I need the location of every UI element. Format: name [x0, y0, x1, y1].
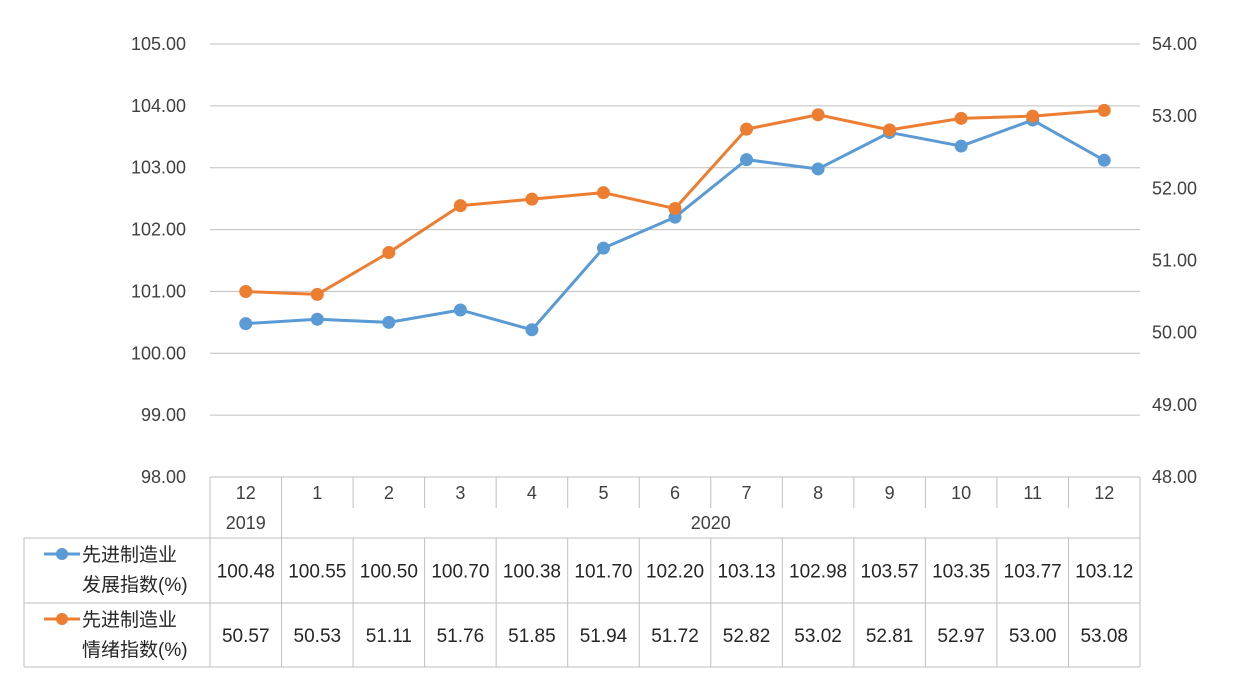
series-1-point — [668, 202, 682, 216]
series-0-point — [453, 303, 467, 317]
x-tick-label: 2 — [384, 483, 394, 503]
table-cell-value: 51.11 — [366, 626, 412, 647]
table-cell-value: 100.38 — [503, 562, 561, 583]
series-0-point — [1097, 153, 1111, 167]
series-0-point — [811, 162, 825, 176]
table-cell-value: 102.98 — [789, 562, 847, 583]
table-cell-value: 103.35 — [932, 562, 990, 583]
x-tick-label: 8 — [813, 483, 823, 503]
x-tick-label: 10 — [951, 483, 971, 503]
x-tick-label: 3 — [455, 483, 465, 503]
table-cell-value: 50.53 — [294, 626, 342, 647]
table-cell-value: 100.55 — [288, 562, 346, 583]
table-cell-value: 102.20 — [646, 562, 704, 583]
series-1-point — [1026, 109, 1040, 123]
y-left-tick-label: 101.00 — [131, 281, 186, 301]
table-cell-value: 50.57 — [222, 626, 270, 647]
legend-marker-1 — [56, 613, 68, 625]
y-right-tick-label: 51.00 — [1152, 251, 1197, 271]
series-1-point — [382, 246, 396, 260]
series-1-point — [239, 285, 253, 299]
series-1-point — [1097, 103, 1111, 117]
series-1-point — [310, 287, 324, 301]
x-tick-label: 1 — [312, 483, 322, 503]
series-0-point — [596, 241, 610, 255]
series-0-point — [740, 153, 754, 167]
table-cell-value: 103.12 — [1075, 562, 1133, 583]
series-0-point — [954, 139, 968, 153]
x-tick-label: 6 — [670, 483, 680, 503]
table-cell-value: 51.85 — [508, 626, 556, 647]
y-left-tick-label: 104.00 — [131, 96, 186, 116]
x-tick-label: 9 — [885, 483, 895, 503]
y-right-tick-label: 52.00 — [1152, 178, 1197, 198]
table-cell-value: 53.00 — [1009, 626, 1057, 647]
y-left-tick-label: 100.00 — [131, 343, 186, 363]
series-1-point — [954, 111, 968, 125]
table-cell-value: 51.72 — [651, 626, 699, 647]
x-tick-label: 12 — [1094, 483, 1114, 503]
y-right-tick-label: 49.00 — [1152, 395, 1197, 415]
table-cell-value: 51.76 — [437, 626, 485, 647]
table-cell-value: 103.57 — [861, 562, 919, 583]
table-cell-value: 103.77 — [1004, 562, 1062, 583]
y-right-tick-label: 48.00 — [1152, 467, 1197, 487]
legend-label: 先进制造业 — [82, 544, 177, 566]
series-0-point — [239, 317, 253, 331]
year-label: 2020 — [691, 513, 731, 533]
x-tick-label: 7 — [742, 483, 752, 503]
table-cell-value: 52.82 — [723, 626, 771, 647]
series-1-point — [811, 108, 825, 122]
y-right-tick-label: 53.00 — [1152, 106, 1197, 126]
table-cell-value: 100.50 — [360, 562, 418, 583]
legend-label: 发展指数(%) — [82, 574, 188, 596]
series-0-point — [525, 323, 539, 337]
y-left-tick-label: 103.00 — [131, 158, 186, 178]
x-tick-label: 5 — [598, 483, 608, 503]
legend-label: 先进制造业 — [82, 609, 177, 631]
series-1-point — [525, 192, 539, 206]
table-cell-value: 53.08 — [1080, 626, 1128, 647]
y-left-tick-label: 99.00 — [141, 405, 186, 425]
table-cell-value: 100.70 — [431, 562, 489, 583]
table-cell-value: 101.70 — [574, 562, 632, 583]
table-cell-value: 53.02 — [794, 626, 842, 647]
series-1-point — [596, 186, 610, 200]
series-1-point — [453, 199, 467, 213]
table-cell-value: 100.48 — [217, 562, 275, 583]
x-tick-label: 11 — [1023, 483, 1042, 503]
year-label: 2019 — [226, 513, 266, 533]
y-left-tick-label: 98.00 — [141, 467, 186, 487]
table-cell-value: 51.94 — [580, 626, 628, 647]
y-right-tick-label: 50.00 — [1152, 323, 1197, 343]
legend-marker-0 — [56, 548, 68, 560]
series-0-point — [382, 315, 396, 329]
y-left-tick-label: 102.00 — [131, 220, 186, 240]
series-1-point — [740, 122, 754, 136]
series-line-0 — [245, 118, 1105, 332]
series-0-point — [310, 312, 324, 326]
y-left-tick-label: 105.00 — [131, 34, 186, 54]
table-cell-value: 103.13 — [717, 562, 775, 583]
table-cell-value: 52.81 — [866, 626, 914, 647]
x-tick-label: 12 — [236, 483, 256, 503]
series-1-point — [883, 123, 897, 137]
table-cell-value: 52.97 — [937, 626, 985, 647]
x-tick-label: 4 — [527, 483, 537, 503]
y-right-tick-label: 54.00 — [1152, 34, 1197, 54]
legend-label: 情绪指数(%) — [82, 639, 188, 661]
